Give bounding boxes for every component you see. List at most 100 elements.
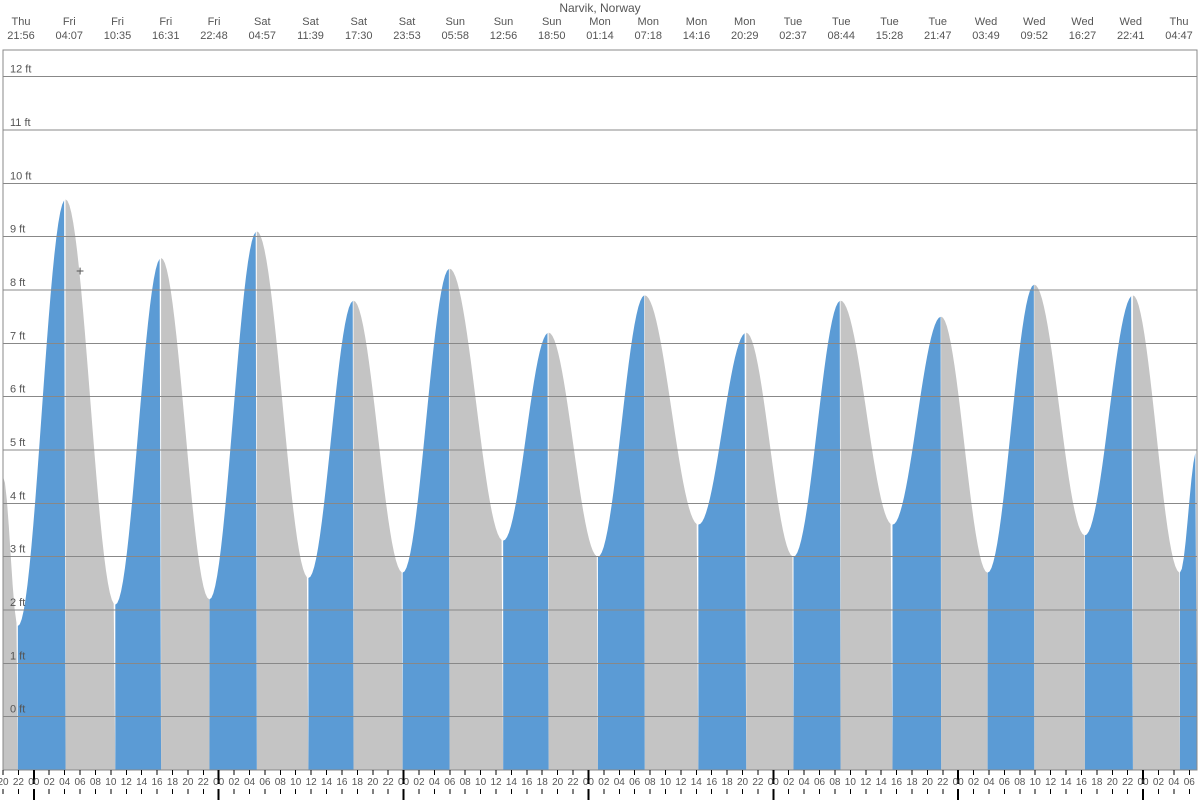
top-label-day: Fri [159, 16, 172, 28]
x-axis-label: 12 [306, 777, 318, 788]
x-axis-label: 12 [490, 777, 502, 788]
x-axis-label: 20 [922, 777, 934, 788]
x-axis-label: 20 [552, 777, 564, 788]
top-label-day: Thu [1170, 16, 1189, 28]
x-axis-label: 16 [521, 777, 533, 788]
top-label-time: 16:31 [152, 30, 180, 42]
top-label-time: 04:07 [55, 30, 83, 42]
x-axis-label: 04 [244, 777, 256, 788]
x-axis-label: 04 [983, 777, 995, 788]
x-axis-label: 20 [1107, 777, 1119, 788]
x-axis-label: 10 [845, 777, 857, 788]
top-label-day: Wed [1071, 16, 1093, 28]
x-axis-label: 22 [198, 777, 210, 788]
x-axis-label: 08 [1014, 777, 1026, 788]
x-axis-label: 12 [860, 777, 872, 788]
top-label-time: 01:14 [586, 30, 614, 42]
x-axis-label: 04 [1168, 777, 1180, 788]
top-label-day: Mon [686, 16, 707, 28]
top-label-time: 03:49 [972, 30, 1000, 42]
top-label-day: Fri [208, 16, 221, 28]
top-label-day: Tue [784, 16, 803, 28]
top-label-time: 18:50 [538, 30, 566, 42]
top-label-day: Sun [542, 16, 562, 28]
top-label-day: Wed [1023, 16, 1045, 28]
y-axis-label: 7 ft [10, 330, 25, 342]
x-axis-label: 14 [321, 777, 333, 788]
y-axis-label: 11 ft [10, 117, 31, 129]
x-axis-label: 14 [506, 777, 518, 788]
x-axis-label: 00 [398, 777, 410, 788]
x-axis-label: 18 [537, 777, 549, 788]
x-axis-label: 20 [737, 777, 749, 788]
x-axis-label: 04 [799, 777, 811, 788]
current-time-marker: + [76, 262, 84, 278]
x-axis-label: 18 [167, 777, 179, 788]
top-label-time: 11:39 [297, 30, 324, 42]
y-axis-label: 8 ft [10, 277, 25, 289]
top-label-day: Tue [880, 16, 899, 28]
y-axis-label: 3 ft [10, 544, 25, 556]
x-axis-label: 08 [275, 777, 287, 788]
x-axis-label: 02 [229, 777, 241, 788]
top-label-time: 15:28 [876, 30, 904, 42]
top-label-day: Mon [589, 16, 610, 28]
x-axis-label: 22 [13, 777, 25, 788]
x-axis-label: 16 [1076, 777, 1088, 788]
top-label-day: Thu [12, 16, 31, 28]
x-axis-label: 22 [383, 777, 395, 788]
top-label-day: Sun [445, 16, 465, 28]
x-axis-label: 00 [768, 777, 780, 788]
x-axis-label: 02 [598, 777, 610, 788]
x-axis-label: 14 [1060, 777, 1072, 788]
top-label-day: Mon [638, 16, 659, 28]
x-axis-label: 06 [444, 777, 456, 788]
x-axis-label: 08 [829, 777, 841, 788]
x-axis-label: 06 [1184, 777, 1196, 788]
x-axis-label: 06 [74, 777, 86, 788]
top-label-time: 22:48 [200, 30, 228, 42]
top-label-time: 04:57 [248, 30, 276, 42]
top-label-time: 07:18 [634, 30, 662, 42]
top-label-time: 21:47 [924, 30, 952, 42]
x-axis-label: 02 [413, 777, 425, 788]
top-label-day: Mon [734, 16, 755, 28]
top-label-day: Fri [63, 16, 76, 28]
x-axis-label: 06 [999, 777, 1011, 788]
x-axis-label: 20 [182, 777, 194, 788]
top-label-time: 17:30 [345, 30, 373, 42]
top-label-time: 21:56 [7, 30, 35, 42]
top-label-day: Sat [399, 16, 416, 28]
top-label-time: 22:41 [1117, 30, 1145, 42]
x-axis-label: 18 [722, 777, 734, 788]
x-axis-label: 02 [968, 777, 980, 788]
x-axis-label: 18 [1091, 777, 1103, 788]
x-axis-label: 06 [814, 777, 826, 788]
x-axis-label: 04 [429, 777, 441, 788]
top-label-day: Sat [254, 16, 271, 28]
top-label-time: 10:35 [104, 30, 132, 42]
x-axis-label: 06 [259, 777, 271, 788]
x-axis-label: 02 [783, 777, 795, 788]
top-label-day: Sat [302, 16, 319, 28]
x-axis-label: 04 [59, 777, 71, 788]
y-axis-label: 12 ft [10, 64, 31, 76]
y-axis-label: 5 ft [10, 437, 25, 449]
y-axis-label: 6 ft [10, 384, 25, 396]
x-axis-label: 22 [937, 777, 949, 788]
y-axis-label: 0 ft [10, 704, 25, 716]
y-axis-label: 10 ft [10, 170, 31, 182]
x-axis-label: 18 [906, 777, 918, 788]
chart-title: Narvik, Norway [559, 1, 640, 15]
x-axis-label: 16 [152, 777, 164, 788]
x-axis-label: 14 [136, 777, 148, 788]
x-axis-label: 02 [44, 777, 56, 788]
top-label-day: Sun [494, 16, 514, 28]
x-axis-label: 00 [28, 777, 40, 788]
x-axis-label: 14 [691, 777, 703, 788]
x-axis-label: 06 [629, 777, 641, 788]
top-label-time: 14:16 [683, 30, 711, 42]
y-axis-label: 4 ft [10, 490, 25, 502]
x-axis-label: 22 [1122, 777, 1134, 788]
x-axis-label: 08 [645, 777, 657, 788]
